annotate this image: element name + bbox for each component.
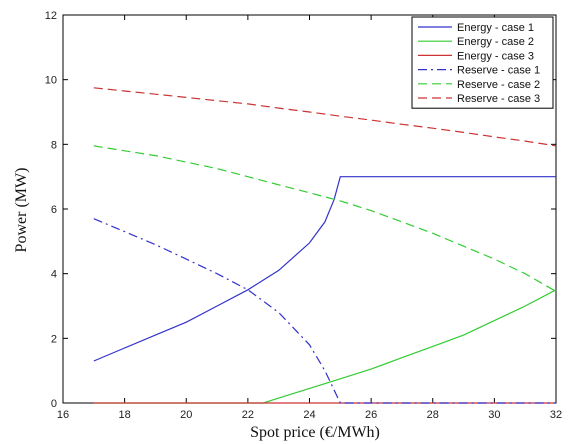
legend-entry-label: Reserve - case 2 <box>457 79 540 91</box>
legend: Energy - case 1 Energy - case 2 Energy - c… <box>411 16 554 109</box>
series-line-4 <box>93 218 556 404</box>
y-tick-label: 6 <box>51 204 57 216</box>
series-line-2 <box>93 289 557 404</box>
legend-entry-label: Energy - case 1 <box>457 22 534 34</box>
legend-entry-label: Reserve - case 1 <box>457 65 540 77</box>
x-tick-label: 18 <box>119 409 131 421</box>
y-axis-label: Power (MW) <box>13 168 30 253</box>
legend-box <box>411 16 554 109</box>
x-tick-label: 24 <box>303 409 315 421</box>
x-tick-label: 20 <box>180 409 192 421</box>
series-line-5 <box>93 145 557 292</box>
y-tick-label: 0 <box>51 398 57 410</box>
x-tick-label: 28 <box>427 409 439 421</box>
y-tick-label: 10 <box>45 75 57 87</box>
x-tick-label: 32 <box>550 409 562 421</box>
series-line-1 <box>93 176 556 362</box>
x-tick-label: 26 <box>365 409 377 421</box>
series-line-6 <box>93 87 557 147</box>
y-tick-label: 12 <box>45 10 57 22</box>
x-tick-label: 30 <box>488 409 500 421</box>
legend-entry-label: Reserve - case 3 <box>457 93 540 105</box>
y-tick-label: 4 <box>51 269 57 281</box>
legend-entry-label: Energy - case 3 <box>457 50 534 62</box>
legend-entry-label: Energy - case 2 <box>457 36 534 48</box>
x-tick-label: 16 <box>57 409 69 421</box>
y-tick-label: 8 <box>51 139 57 151</box>
x-axis-label: Spot price (€/MWh) <box>250 424 380 441</box>
y-tick-label: 2 <box>51 333 57 345</box>
x-tick-label: 22 <box>242 409 254 421</box>
